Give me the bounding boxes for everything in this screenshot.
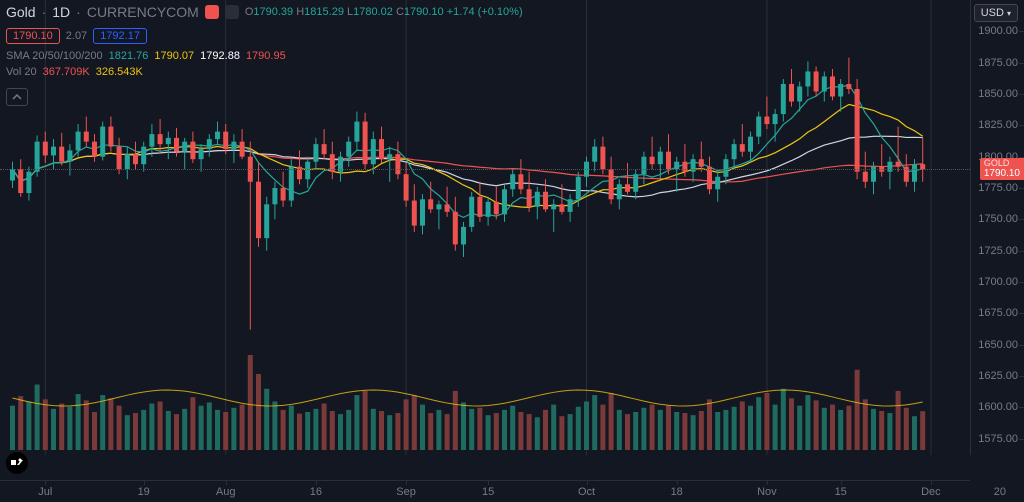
sma20-value: 1821.76: [109, 50, 149, 62]
sma50-value: 1790.07: [154, 50, 194, 62]
y-tick-label: 1875.00: [978, 57, 1018, 69]
collapse-legend-button[interactable]: [6, 88, 28, 106]
currency-selector[interactable]: USD ▾: [974, 4, 1018, 22]
sma100-value: 1792.88: [200, 50, 240, 62]
x-tick-label: Aug: [216, 486, 236, 498]
x-tick-label: Jul: [38, 486, 52, 498]
y-tick-label: 1750.00: [978, 213, 1018, 225]
bid-ask-row: 1790.10 2.07 1792.17: [6, 28, 147, 44]
x-tick-label: 16: [310, 486, 322, 498]
y-tick-label: 1675.00: [978, 307, 1018, 319]
last-price-badge: GOLD 1790.10: [980, 158, 1024, 180]
price-axis[interactable]: 1900.001875.001850.001825.001800.001775.…: [970, 0, 1024, 455]
y-tick-label: 1600.00: [978, 401, 1018, 413]
sma200-value: 1790.95: [246, 50, 286, 62]
chevron-up-icon: [12, 93, 22, 101]
volume-legend[interactable]: Vol 20 367.709K 326.543K: [6, 66, 143, 78]
x-tick-label: 19: [138, 486, 150, 498]
y-tick-label: 1725.00: [978, 245, 1018, 257]
x-tick-label: 18: [671, 486, 683, 498]
ohlc-readout: O1790.39 H1815.29 L1780.02 C1790.10 +1.7…: [245, 6, 523, 18]
y-tick-label: 1650.00: [978, 339, 1018, 351]
bid-badge[interactable]: 1790.10: [6, 28, 60, 44]
x-tick-label: 15: [835, 486, 847, 498]
symbol-name[interactable]: Gold: [6, 4, 36, 20]
tv-icon: [10, 456, 24, 470]
currency-label: USD: [981, 7, 1004, 19]
sma-label: SMA 20/50/100/200: [6, 50, 103, 62]
y-tick-label: 1775.00: [978, 182, 1018, 194]
y-tick-label: 1625.00: [978, 370, 1018, 382]
timeframe[interactable]: 1D: [52, 4, 70, 20]
volume-ma-value: 326.543K: [96, 66, 143, 78]
future-date-tick: 20: [994, 486, 1006, 498]
x-tick-label: Dec: [921, 486, 941, 498]
chart-canvas[interactable]: [0, 0, 970, 455]
chart-svg: [0, 0, 970, 455]
y-tick-label: 1700.00: [978, 276, 1018, 288]
y-tick-label: 1900.00: [978, 25, 1018, 37]
x-tick-label: 15: [482, 486, 494, 498]
settings-pill[interactable]: [225, 5, 239, 19]
x-tick-label: Nov: [757, 486, 777, 498]
sma-legend[interactable]: SMA 20/50/100/200 1821.76 1790.07 1792.8…: [6, 50, 286, 62]
x-tick-label: Oct: [578, 486, 595, 498]
spread-value: 2.07: [66, 30, 87, 42]
y-tick-label: 1850.00: [978, 88, 1018, 100]
chart-header: Gold · 1D · CURRENCYCOM O1790.39 H1815.2…: [6, 4, 523, 20]
y-tick-label: 1575.00: [978, 433, 1018, 445]
time-axis[interactable]: Jul 19 Aug 16 Sep 15 Oct 18 Nov 15 Dec: [0, 480, 970, 502]
volume-value: 367.709K: [43, 66, 90, 78]
ask-badge[interactable]: 1792.17: [93, 28, 147, 44]
exchange-name: CURRENCYCOM: [87, 4, 199, 20]
tradingview-logo[interactable]: [6, 452, 28, 474]
x-tick-label: Sep: [396, 486, 416, 498]
last-price-line: [0, 169, 970, 170]
y-tick-label: 1825.00: [978, 119, 1018, 131]
flag-pill: [205, 5, 219, 19]
chevron-down-icon: ▾: [1007, 9, 1011, 18]
volume-label: Vol 20: [6, 66, 37, 78]
